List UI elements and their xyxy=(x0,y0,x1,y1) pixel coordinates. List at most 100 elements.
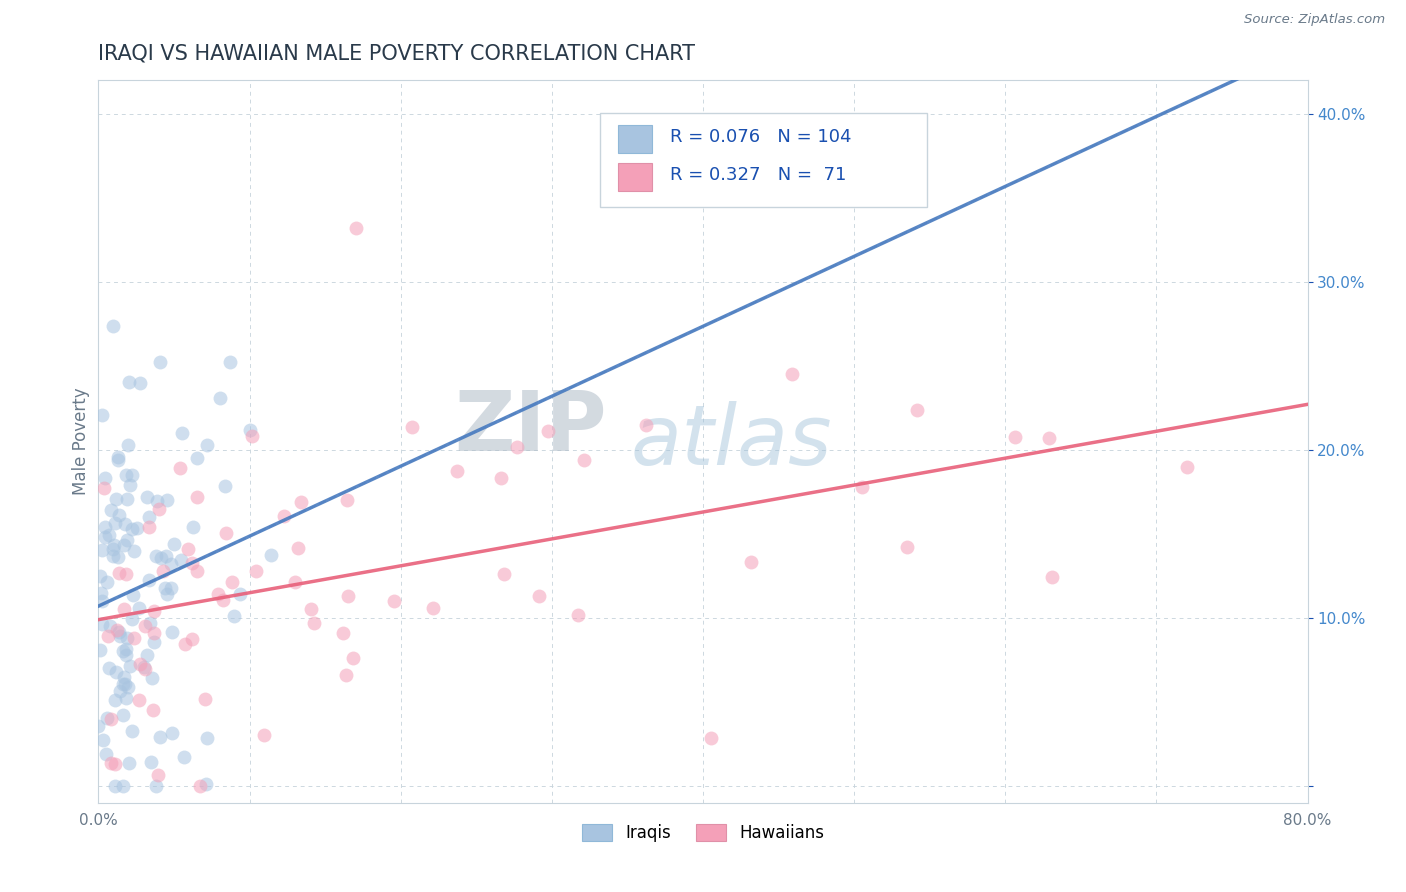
Point xyxy=(188,779,211,793)
Point xyxy=(125,521,148,535)
Point xyxy=(93,481,115,495)
Point xyxy=(107,450,129,464)
Point xyxy=(87,719,110,733)
Point xyxy=(156,587,179,601)
Point xyxy=(299,602,322,616)
Point xyxy=(1040,570,1063,584)
Text: IRAQI VS HAWAIIAN MALE POVERTY CORRELATION CHART: IRAQI VS HAWAIIAN MALE POVERTY CORRELATI… xyxy=(98,44,696,63)
Point xyxy=(170,426,193,441)
Point xyxy=(401,420,423,434)
Point xyxy=(142,703,165,717)
Point xyxy=(101,541,124,556)
Point xyxy=(98,528,121,542)
Point xyxy=(851,480,873,494)
Point xyxy=(152,564,174,578)
Point xyxy=(153,581,176,595)
Point xyxy=(197,731,219,745)
Point xyxy=(94,471,117,485)
Point xyxy=(422,601,444,615)
Point xyxy=(108,566,131,580)
Point xyxy=(115,567,138,582)
Point xyxy=(186,451,208,466)
Point xyxy=(1038,431,1060,445)
Text: R = 0.327   N =  71: R = 0.327 N = 71 xyxy=(671,166,846,184)
Y-axis label: Male Poverty: Male Poverty xyxy=(72,388,90,495)
Point xyxy=(186,490,208,504)
Point xyxy=(89,643,111,657)
Point xyxy=(112,779,135,793)
Point xyxy=(239,423,262,437)
Point xyxy=(700,731,723,745)
Point xyxy=(121,612,143,626)
Point xyxy=(177,542,200,557)
Point xyxy=(245,565,267,579)
Point xyxy=(169,461,191,475)
Point xyxy=(112,669,135,683)
Point xyxy=(181,632,204,647)
Point xyxy=(107,452,129,467)
Point xyxy=(159,557,181,571)
Point xyxy=(1175,460,1198,475)
Point xyxy=(211,593,233,607)
Point xyxy=(337,589,360,603)
Text: ZIP: ZIP xyxy=(454,386,606,467)
Point xyxy=(336,492,359,507)
Point xyxy=(160,725,183,739)
Point xyxy=(149,730,172,744)
Point xyxy=(290,494,312,508)
Point xyxy=(128,693,150,707)
Point xyxy=(162,625,184,640)
Point xyxy=(574,453,596,467)
Point xyxy=(138,573,160,587)
Point xyxy=(97,661,120,675)
Point xyxy=(740,555,762,569)
Point xyxy=(121,522,143,536)
Legend: Iraqis, Hawaiians: Iraqis, Hawaiians xyxy=(575,817,831,848)
Point xyxy=(489,471,512,485)
Point xyxy=(108,625,131,640)
Point xyxy=(273,509,295,524)
Point xyxy=(342,651,364,665)
Point xyxy=(260,548,283,562)
Point xyxy=(111,708,134,723)
Point xyxy=(194,777,217,791)
Point xyxy=(104,692,127,706)
Point xyxy=(335,668,357,682)
FancyBboxPatch shape xyxy=(619,163,652,191)
Point xyxy=(214,479,236,493)
Point xyxy=(101,549,124,563)
Point xyxy=(90,585,112,599)
Point xyxy=(173,749,195,764)
Text: Source: ZipAtlas.com: Source: ZipAtlas.com xyxy=(1244,13,1385,27)
Point xyxy=(287,541,309,556)
Point xyxy=(634,417,657,432)
Point xyxy=(90,617,112,632)
Point xyxy=(90,543,112,558)
Point xyxy=(100,503,122,517)
Point xyxy=(94,520,117,534)
Point xyxy=(143,634,166,648)
Point xyxy=(139,756,162,770)
Point xyxy=(104,756,127,771)
Point xyxy=(107,549,129,564)
Point xyxy=(208,391,231,405)
Point xyxy=(121,467,143,482)
Point xyxy=(150,551,173,566)
Point xyxy=(112,538,135,552)
Point xyxy=(170,552,193,566)
Point xyxy=(186,564,208,578)
Point xyxy=(118,376,141,390)
Point xyxy=(1004,430,1026,444)
Point xyxy=(98,618,121,632)
Point xyxy=(115,691,138,706)
Point xyxy=(195,438,218,452)
Point xyxy=(567,607,589,622)
Point xyxy=(141,672,163,686)
Point xyxy=(181,556,204,570)
Point xyxy=(111,644,134,658)
Point xyxy=(115,632,138,646)
Point xyxy=(905,403,928,417)
Point xyxy=(114,677,136,691)
Point xyxy=(108,628,131,642)
Point xyxy=(142,604,165,618)
